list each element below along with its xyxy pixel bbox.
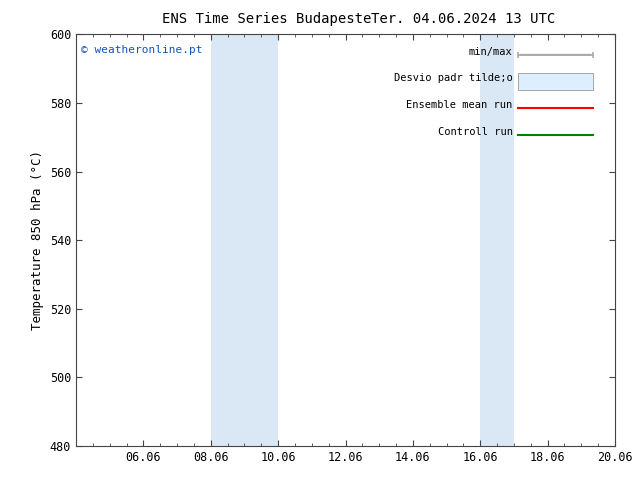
Text: Ensemble mean run: Ensemble mean run	[406, 100, 512, 110]
Text: Desvio padr tilde;o: Desvio padr tilde;o	[394, 74, 512, 83]
Text: Controll run: Controll run	[437, 127, 512, 137]
Text: Ter. 04.06.2024 13 UTC: Ter. 04.06.2024 13 UTC	[371, 12, 555, 26]
Bar	[210, 34, 278, 446]
Y-axis label: Temperature 850 hPa (°C): Temperature 850 hPa (°C)	[31, 150, 44, 330]
Text: © weatheronline.pt: © weatheronline.pt	[81, 45, 203, 54]
Text: ENS Time Series Budapeste: ENS Time Series Budapeste	[162, 12, 371, 26]
FancyBboxPatch shape	[518, 74, 593, 90]
Text: min/max: min/max	[469, 47, 512, 57]
Bar	[480, 34, 514, 446]
